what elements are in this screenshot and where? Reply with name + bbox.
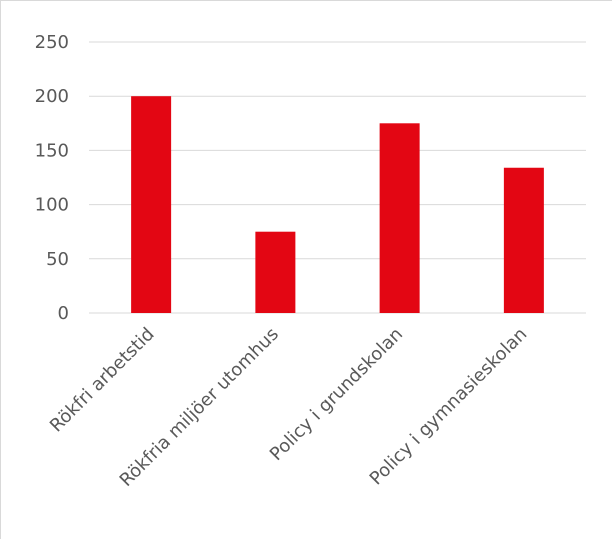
- bar: [379, 123, 420, 313]
- y-tick-label: 50: [46, 249, 69, 270]
- bar: [131, 96, 172, 313]
- bars: [131, 96, 544, 313]
- y-tick-label: 100: [35, 195, 69, 216]
- x-category-label: Policy i grundskolan: [266, 324, 407, 465]
- y-axis-tick-labels: 0 50 100 150 200 250: [35, 32, 69, 324]
- y-tick-label: 150: [35, 140, 69, 161]
- bar: [255, 231, 296, 313]
- bar: [503, 167, 544, 313]
- y-tick-label: 250: [35, 32, 69, 53]
- gridlines: [89, 41, 586, 314]
- y-tick-label: 200: [35, 86, 69, 107]
- y-tick-label: 0: [58, 303, 69, 324]
- x-category-label: Rökfri arbetstid: [46, 324, 159, 437]
